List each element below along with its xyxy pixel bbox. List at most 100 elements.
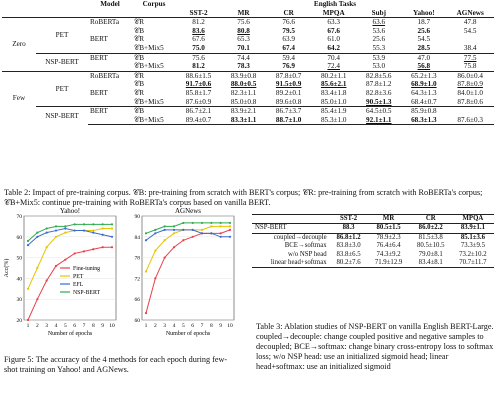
series-point [219, 221, 222, 225]
table2-row: 𝒞B 91.7±0.6 88.0±0.5 91.5±0.9 85.6±2.1 87.8±1… [2, 80, 494, 89]
series-point [154, 232, 157, 235]
series-point [54, 229, 58, 232]
table3-col-mpqa: MPQA [451, 213, 494, 225]
table2-value-cell: 81.2 [192, 62, 205, 71]
table2-value-cell: 64.3±1.3 [411, 88, 437, 97]
table2-value-cell: 72.4 [327, 62, 340, 71]
series-point [64, 225, 67, 228]
x-tick-label: 2 [36, 323, 39, 329]
table2-model-cell [88, 98, 132, 107]
series-point [92, 248, 95, 251]
table2-col-yahoo-: Yahoo! [401, 8, 447, 19]
series-point [101, 246, 104, 249]
table2-value-cell: 80.2±1.1 [311, 70, 357, 81]
table2-row: 𝒞B+Mix5 87.6±0.9 85.0±0.8 89.6±0.8 85.0±1.0 9… [2, 98, 494, 107]
x-tick-label: 7 [83, 323, 86, 329]
x-tick-label: 8 [92, 323, 95, 329]
table2-value-cell: 70.1 [237, 43, 250, 52]
series-point [64, 231, 67, 234]
series-point [200, 232, 204, 235]
x-tick-label: 1 [27, 323, 30, 329]
table2-row: 𝒞B+Mix5 89.4±0.7 83.3±1.1 88.7±1.0 85.3±1.0 9… [2, 115, 494, 126]
y-tick-label: 60 [17, 235, 23, 241]
table3-caption: Table 3: Ablation studies of NSP-BERT on… [256, 322, 494, 371]
table2-group-label: Zero [2, 17, 36, 72]
table3-value-cell: 70.7±11.7 [451, 259, 494, 269]
table2-model-cell: BERT [90, 35, 108, 44]
table2-value-cell: 89.4±0.7 [176, 115, 222, 126]
y-tick-label: 30 [17, 297, 23, 303]
series-point [82, 250, 86, 253]
y-axis-label: Acc(%) [3, 259, 10, 278]
series-point [64, 258, 67, 261]
series-point [219, 235, 222, 238]
series-point [54, 264, 58, 268]
table3-value-cell: 83.4±8.1 [409, 259, 452, 269]
series-point [200, 228, 204, 231]
series-point [163, 239, 166, 242]
series-point [210, 221, 213, 225]
table2-value-cell: 75.8 [463, 62, 477, 71]
series-point [191, 221, 194, 225]
table2-value-cell: 87.8±0.6 [457, 97, 483, 106]
x-tick-label: 10 [109, 323, 115, 329]
x-tick-label: 6 [73, 323, 76, 329]
table2-value-cell: 70.4 [311, 52, 357, 63]
table2-value-cell: 91.7±0.6 [185, 80, 212, 89]
series-point [45, 279, 48, 282]
table2-value-cell: 88.0±0.5 [230, 80, 257, 89]
table2-value-cell: 64.5±0.5 [356, 106, 402, 116]
series-point [73, 252, 76, 255]
table2-value-cell: 80.8 [237, 26, 250, 35]
series-point [82, 223, 86, 226]
table2-corpus-cell: 𝒞R [132, 17, 176, 27]
table3-value-cell: 88.3 [329, 223, 368, 234]
table2-method-label: PET [36, 70, 88, 107]
table3-col-mr: MR [367, 213, 410, 225]
table2-value-cell: 87.6±0.3 [446, 115, 494, 126]
table2-corpus-header: Corpus [142, 0, 166, 8]
series-point [144, 232, 148, 235]
x-tick-label: 4 [55, 323, 58, 329]
x-tick-label: 9 [219, 323, 222, 329]
series-point [172, 228, 176, 231]
table3-row: linear head+softmax 80.2±7.6 71.9±12.9 83.4… [252, 259, 494, 269]
series-point [219, 232, 222, 235]
x-axis-label: Number of epochs [166, 330, 211, 337]
table2-value-cell: 83.9±0.8 [221, 70, 267, 81]
table2-row: 𝒞B+Mix5 75.0 70.1 67.4 64.2 55.3 28.5 38.4 [2, 44, 494, 53]
x-tick-label: 4 [173, 323, 176, 329]
series-point [228, 225, 232, 228]
table2-corpus-cell: 𝒞R [134, 88, 145, 97]
table2-value-cell: 86.7±3.7 [266, 106, 312, 116]
table2-model-cell: BERT [90, 88, 108, 97]
y-tick-label: 90 [135, 214, 141, 220]
table2-value-cell: 87.8±1.2 [366, 80, 392, 89]
table2-value-cell: 38.4 [463, 43, 477, 52]
table2-corpus-cell: 𝒞B [132, 52, 176, 63]
table2-value-cell: 47.0 [401, 52, 447, 63]
figure5-caption: Figure 5: The accuracy of the 4 methods … [4, 355, 228, 374]
series-point [191, 228, 194, 231]
series-point [36, 235, 39, 238]
y-tick-label: 40 [17, 276, 23, 282]
y-tick-label: 72 [135, 276, 141, 282]
series-point [144, 311, 148, 315]
series-point [26, 244, 30, 247]
series-point [26, 239, 30, 243]
series-point [73, 229, 76, 232]
table2-value-cell: 59.4 [266, 52, 312, 63]
table2-value-cell: 86.7±2.1 [176, 106, 222, 116]
table2-row: NSP-BERT BERT 𝒞B 86.7±2.1 83.9±2.1 86.7±3.7 85… [2, 106, 494, 125]
series-point [45, 231, 48, 234]
series-point [110, 235, 114, 238]
series-point [110, 246, 114, 249]
series-point [101, 223, 104, 226]
table2-value-cell: 92.1±1.1 [356, 115, 402, 126]
x-tick-label: 2 [154, 323, 157, 329]
series-point [36, 298, 39, 301]
table2-value-cell: 28.5 [417, 43, 431, 52]
table2-value-cell: 67.4 [282, 43, 295, 52]
series-point [182, 239, 185, 242]
table2-corpus-cell: 𝒞B+Mix5 [134, 43, 164, 52]
